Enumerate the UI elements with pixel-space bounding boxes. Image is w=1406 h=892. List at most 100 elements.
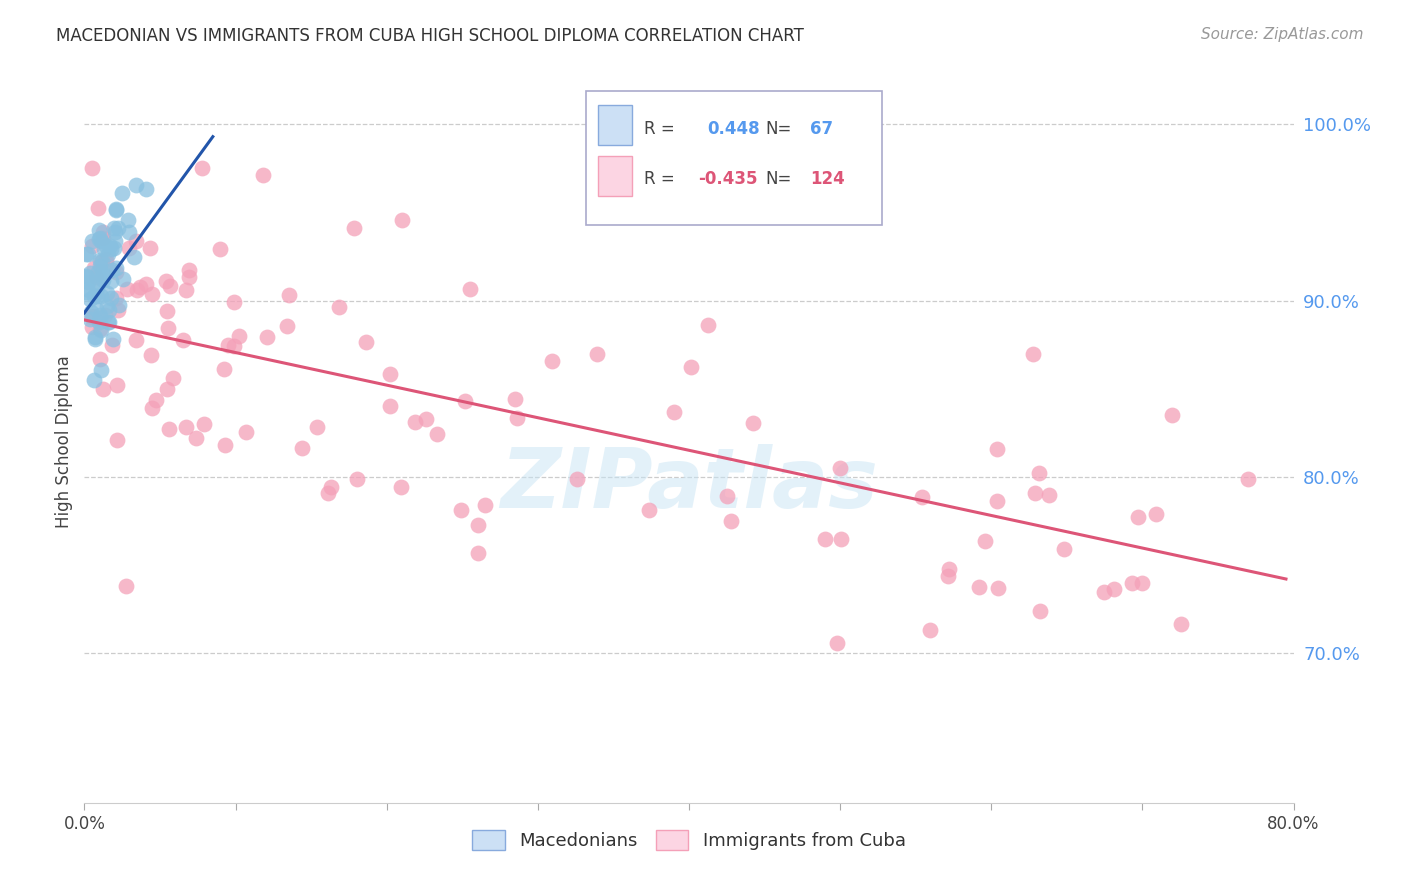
Point	[346, 472, 368, 486]
Point	[84, 270, 107, 285]
Point	[98, 316, 121, 330]
Point	[125, 178, 148, 192]
Point	[89, 310, 111, 325]
Point	[87, 315, 110, 329]
Point	[696, 318, 718, 332]
Point	[80, 161, 103, 176]
Point	[98, 239, 121, 253]
Point	[404, 415, 426, 429]
Point	[79, 312, 101, 326]
Point	[79, 292, 101, 306]
Point	[84, 277, 107, 291]
Point	[87, 201, 110, 215]
Point	[1092, 584, 1115, 599]
Point	[115, 282, 138, 296]
Point	[104, 234, 127, 248]
Point	[586, 347, 609, 361]
Point	[98, 302, 121, 317]
Text: ZIPatlas: ZIPatlas	[501, 444, 877, 525]
Point	[291, 441, 314, 455]
Point	[139, 241, 162, 255]
Point	[86, 279, 108, 293]
Point	[157, 422, 180, 436]
Point	[184, 432, 207, 446]
Point	[100, 291, 122, 305]
Point	[193, 417, 215, 431]
Point	[911, 490, 934, 504]
Point	[825, 636, 848, 650]
Point	[89, 253, 111, 268]
Point	[967, 580, 990, 594]
Point	[1053, 541, 1076, 556]
Point	[224, 339, 246, 353]
Point	[938, 562, 960, 576]
Point	[378, 399, 401, 413]
Point	[80, 305, 103, 319]
Point	[93, 308, 115, 322]
Point	[96, 286, 118, 301]
Point	[76, 269, 98, 284]
Point	[1130, 576, 1153, 591]
Point	[90, 363, 112, 377]
Point	[91, 273, 114, 287]
Text: MACEDONIAN VS IMMIGRANTS FROM CUBA HIGH SCHOOL DIPLOMA CORRELATION CHART: MACEDONIAN VS IMMIGRANTS FROM CUBA HIGH …	[56, 27, 804, 45]
Point	[96, 239, 118, 253]
Point	[354, 335, 377, 350]
Point	[90, 265, 112, 279]
Point	[716, 489, 738, 503]
Point	[141, 401, 163, 415]
Point	[212, 361, 235, 376]
Point	[111, 272, 134, 286]
Point	[305, 419, 328, 434]
Point	[103, 241, 125, 255]
Point	[97, 315, 120, 329]
Point	[91, 230, 114, 244]
Point	[141, 286, 163, 301]
Point	[80, 310, 103, 324]
FancyBboxPatch shape	[599, 156, 633, 195]
Point	[90, 322, 112, 336]
Point	[107, 220, 129, 235]
Point	[104, 291, 127, 305]
Text: R =: R =	[644, 170, 675, 188]
Point	[93, 242, 115, 256]
Point	[125, 284, 148, 298]
Point	[720, 514, 742, 528]
Point	[104, 225, 127, 239]
Point	[973, 533, 995, 548]
Point	[1121, 576, 1143, 591]
Point	[83, 373, 105, 387]
Text: N=: N=	[765, 170, 792, 188]
Point	[139, 348, 162, 362]
Point	[107, 303, 129, 318]
Point	[1038, 488, 1060, 502]
Point	[90, 255, 112, 269]
Point	[94, 255, 117, 269]
Text: R =: R =	[644, 120, 675, 137]
Point	[217, 338, 239, 352]
Point	[105, 202, 128, 216]
Text: 67: 67	[810, 120, 832, 137]
Point	[80, 239, 103, 253]
Point	[474, 498, 496, 512]
Point	[80, 310, 103, 324]
Point	[135, 182, 157, 196]
Point	[172, 333, 194, 347]
Point	[415, 411, 437, 425]
Point	[91, 268, 114, 283]
Point	[159, 279, 181, 293]
Point	[100, 274, 122, 288]
Point	[118, 241, 141, 255]
Point	[91, 225, 114, 239]
Point	[426, 427, 449, 442]
Point	[987, 581, 1010, 595]
Point	[235, 425, 257, 439]
Point	[174, 283, 197, 297]
Point	[540, 353, 562, 368]
Point	[319, 480, 342, 494]
FancyBboxPatch shape	[599, 105, 633, 145]
Point	[228, 329, 250, 343]
Point	[104, 203, 127, 218]
Point	[87, 265, 110, 279]
Point	[389, 480, 412, 494]
